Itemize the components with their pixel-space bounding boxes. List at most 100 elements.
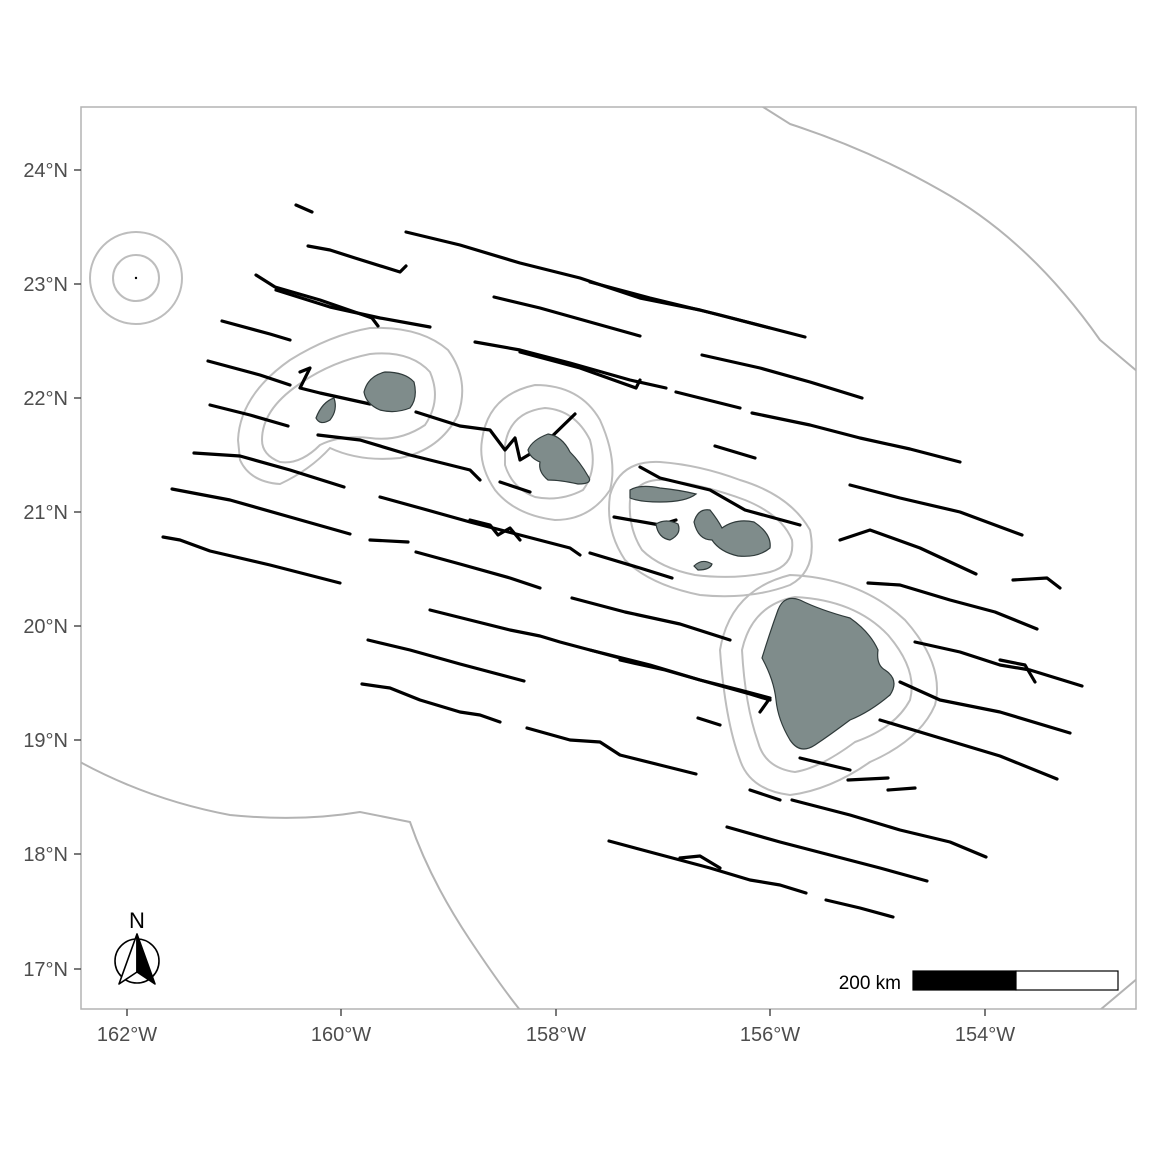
survey-tracks: [161, 203, 1084, 919]
track-line: [294, 203, 314, 214]
y-tick-label: 17°N: [23, 959, 68, 981]
track-line: [678, 854, 722, 870]
y-tick-label: 23°N: [23, 274, 68, 296]
track-line: [638, 465, 802, 527]
track-line: [492, 295, 642, 338]
eez-boundary-south: [81, 761, 521, 1009]
north-arrow-icon: N: [114, 908, 160, 985]
island-oahu: [527, 433, 591, 485]
y-axis-labels: 24°N 23°N 22°N 21°N 20°N 19°N 18°N 17°N: [23, 160, 68, 981]
x-axis-ticks: [126, 1009, 986, 1016]
island-maui: [693, 509, 771, 557]
track-line: [360, 682, 502, 724]
track-line: [913, 640, 1084, 688]
x-tick-label: 158°W: [526, 1024, 586, 1046]
track-line: [208, 403, 290, 428]
track-line: [878, 718, 1059, 781]
scale-bar-label: 200 km: [839, 973, 901, 994]
y-tick-label: 24°N: [23, 160, 68, 182]
island-hawaii: [761, 597, 895, 750]
y-tick-label: 22°N: [23, 388, 68, 410]
map-panel: [81, 107, 1136, 1009]
track-line: [886, 786, 917, 792]
track-line: [838, 528, 978, 576]
track-line: [161, 535, 342, 585]
track-line: [790, 798, 988, 859]
track-line: [498, 480, 532, 494]
hawaii-inner-buffer: [740, 595, 913, 774]
eez-boundary-north: [761, 107, 1136, 372]
track-line: [254, 273, 380, 328]
track-line: [206, 359, 292, 387]
scale-bar-white-segment: [1015, 970, 1119, 991]
track-line: [428, 608, 622, 660]
island-niihau: [315, 397, 336, 424]
nihoa-point: [134, 276, 138, 280]
track-line: [588, 280, 807, 339]
track-line: [713, 444, 757, 460]
island-kahoolawe: [693, 560, 713, 571]
x-axis-labels: 162°W 160°W 158°W 156°W 154°W: [97, 1024, 1015, 1046]
x-tick-label: 156°W: [740, 1024, 800, 1046]
kauai-inner-buffer: [260, 352, 436, 464]
track-line: [748, 788, 782, 802]
eez-boundary-southeast: [1099, 978, 1136, 1009]
track-line: [607, 839, 808, 895]
track-line: [570, 596, 732, 642]
x-tick-label: 154°W: [955, 1024, 1015, 1046]
track-line: [898, 680, 1072, 735]
track-line: [468, 518, 522, 542]
track-line: [798, 756, 852, 772]
track-line: [366, 638, 526, 683]
y-tick-label: 18°N: [23, 844, 68, 866]
track-line: [725, 825, 929, 883]
eez-boundary: [81, 107, 1136, 1009]
track-line: [1011, 576, 1062, 590]
y-tick-label: 19°N: [23, 730, 68, 752]
islands: [315, 371, 895, 750]
track-line: [700, 353, 864, 400]
track-line: [824, 898, 895, 919]
track-line: [473, 340, 668, 390]
nihoa-inner-buffer: [112, 254, 160, 302]
track-line: [846, 776, 890, 782]
panel-border: [80, 106, 1137, 1010]
track-line: [696, 716, 722, 727]
oahu-outer-buffer: [480, 383, 614, 522]
y-axis-ticks: [74, 169, 81, 970]
track-line: [588, 551, 674, 580]
north-arrow-label: N: [129, 908, 145, 933]
island-kauai: [363, 371, 416, 413]
scale-bar: 200 km: [839, 970, 1119, 994]
track-line: [414, 550, 542, 590]
track-line: [525, 726, 698, 776]
track-line: [274, 288, 432, 329]
hawaii-outer-buffer: [718, 573, 938, 797]
track-line: [998, 658, 1037, 684]
x-tick-label: 160°W: [311, 1024, 371, 1046]
track-line: [298, 366, 372, 406]
north-arrow-right-half: [136, 933, 156, 985]
track-line: [170, 487, 352, 536]
track-line: [750, 411, 962, 464]
y-tick-label: 20°N: [23, 616, 68, 638]
track-line: [518, 350, 642, 390]
nihoa-outer-buffer: [89, 231, 183, 325]
track-line: [306, 244, 408, 274]
track-line: [618, 658, 772, 714]
track-line: [674, 390, 742, 410]
track-line: [848, 483, 1024, 537]
x-tick-label: 162°W: [97, 1024, 157, 1046]
island-molokai: [629, 485, 698, 503]
track-line: [192, 451, 346, 489]
track-line: [220, 319, 292, 342]
track-line: [378, 495, 582, 557]
track-line: [316, 433, 482, 482]
oahu-inner-buffer: [504, 406, 594, 500]
island-lanai: [655, 520, 680, 541]
track-line: [368, 538, 410, 544]
track-line: [866, 581, 1039, 631]
kauai-outer-buffer: [236, 326, 464, 486]
scale-bar-black-segment: [912, 970, 1017, 991]
